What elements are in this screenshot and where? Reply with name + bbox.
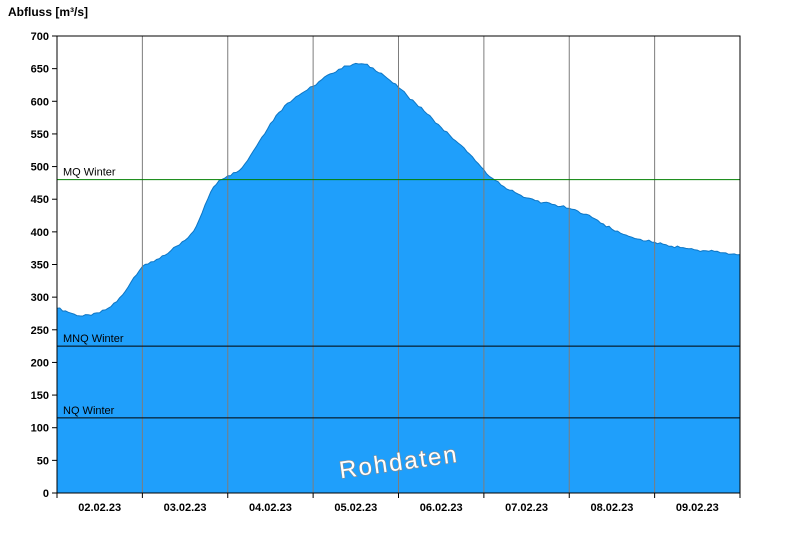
y-tick-label: 550: [31, 129, 49, 141]
reference-label-nq-winter: NQ Winter: [63, 405, 115, 417]
y-tick-label: 650: [31, 64, 49, 76]
y-tick-label: 600: [31, 96, 49, 108]
x-tick-label: 03.02.23: [164, 502, 207, 514]
x-tick-label: 08.02.23: [591, 502, 634, 514]
y-tick-label: 700: [31, 31, 49, 43]
y-tick-label: 400: [31, 227, 49, 239]
y-tick-label: 350: [31, 260, 49, 272]
y-tick-label: 450: [31, 194, 49, 206]
reference-label-mq-winter: MQ Winter: [63, 167, 116, 179]
y-tick-label: 200: [31, 357, 49, 369]
x-tick-label: 05.02.23: [334, 502, 377, 514]
y-tick-label: 150: [31, 390, 49, 402]
x-tick-label: 06.02.23: [420, 502, 463, 514]
y-tick-label: 500: [31, 162, 49, 174]
x-tick-label: 04.02.23: [249, 502, 292, 514]
y-tick-label: 100: [31, 423, 49, 435]
y-tick-label: 250: [31, 325, 49, 337]
y-tick-label: 0: [43, 488, 49, 500]
x-tick-label: 09.02.23: [676, 502, 719, 514]
chart-title: Abfluss [m³/s]: [8, 5, 89, 19]
x-tick-label: 02.02.23: [78, 502, 121, 514]
y-tick-label: 50: [37, 455, 49, 467]
x-tick-label: 07.02.23: [505, 502, 548, 514]
reference-label-mnq-winter: MNQ Winter: [63, 333, 124, 345]
y-tick-label: 300: [31, 292, 49, 304]
